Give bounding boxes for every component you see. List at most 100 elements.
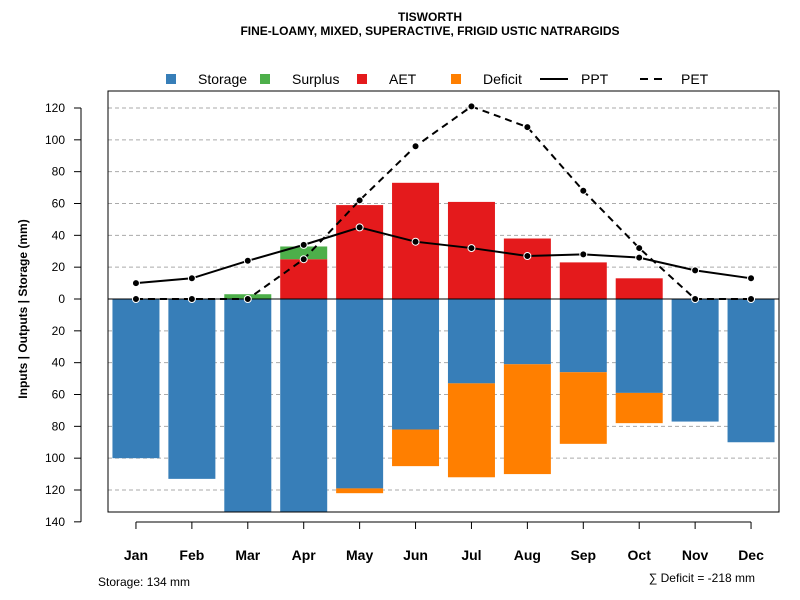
x-tick-label-feb: Feb bbox=[179, 547, 204, 563]
y-tick-label: 80 bbox=[52, 419, 66, 433]
pet-point-dec bbox=[747, 295, 756, 303]
storage-bar-dec bbox=[727, 299, 775, 443]
x-tick-label-jan: Jan bbox=[124, 547, 148, 563]
legend-item-deficit: Deficit bbox=[451, 71, 522, 87]
legend-item-aet: AET bbox=[357, 71, 417, 87]
y-tick-label: 0 bbox=[58, 292, 65, 306]
y-tick-label: 140 bbox=[45, 515, 65, 529]
ppt-point-nov bbox=[691, 266, 700, 275]
y-axis-label: Inputs | Outputs | Storage (mm) bbox=[16, 219, 30, 398]
pet-point-oct bbox=[635, 244, 644, 253]
y-tick-label: 60 bbox=[52, 196, 66, 210]
legend-swatch bbox=[166, 74, 176, 84]
lines bbox=[131, 102, 756, 303]
y-tick-label: 120 bbox=[45, 101, 65, 115]
plot-frame bbox=[107, 90, 780, 513]
storage-bar-nov bbox=[671, 299, 719, 422]
x-tick-label-nov: Nov bbox=[682, 547, 709, 563]
ppt-point-dec bbox=[747, 274, 756, 283]
x-tick-label-apr: Apr bbox=[292, 547, 317, 563]
chart-title: TISWORTH bbox=[398, 10, 462, 24]
storage-bar-jul bbox=[447, 299, 495, 384]
ppt-point-jan bbox=[131, 279, 140, 288]
storage-bar-apr bbox=[280, 299, 328, 513]
pet-line bbox=[135, 105, 752, 300]
ppt-point-apr bbox=[299, 240, 308, 249]
ppt-point-aug bbox=[523, 252, 532, 261]
pet-point-aug bbox=[523, 123, 532, 132]
legend-label: Surplus bbox=[292, 71, 339, 87]
bars bbox=[108, 182, 779, 513]
ppt-point-may bbox=[355, 223, 364, 232]
axes: 140 120 100 80 60 40 20 0 20 40 60 80 100 120 Jan Feb Ma… bbox=[45, 90, 780, 563]
legend-item-ppt: PPT bbox=[540, 71, 609, 87]
storage-bar-mar bbox=[224, 299, 272, 513]
aet-bar-aug bbox=[503, 238, 551, 299]
x-tick-label-dec: Dec bbox=[738, 547, 764, 563]
legend: Storage Surplus AET Deficit PPT PET bbox=[166, 71, 709, 87]
legend-label: PET bbox=[681, 71, 709, 87]
x-tick-label-jul: Jul bbox=[461, 547, 481, 563]
deficit-bar-jul bbox=[447, 383, 495, 478]
deficit-bar-oct bbox=[615, 392, 663, 424]
pet-point-nov bbox=[691, 295, 700, 303]
deficit-bar-jun bbox=[392, 429, 440, 467]
storage-bar-jan bbox=[112, 299, 160, 459]
legend-label: Deficit bbox=[483, 71, 522, 87]
legend-swatch bbox=[260, 74, 270, 84]
ppt-point-feb bbox=[187, 274, 196, 283]
storage-bar-jun bbox=[392, 299, 440, 430]
storage-bar-may bbox=[336, 299, 384, 489]
aet-bar-sep bbox=[559, 262, 607, 299]
deficit-bar-may bbox=[336, 488, 384, 494]
deficit-bar-aug bbox=[503, 364, 551, 475]
x-tick-label-jun: Jun bbox=[403, 547, 428, 563]
pet-point-sep bbox=[579, 186, 588, 195]
aet-bar-oct bbox=[615, 278, 663, 299]
legend-swatch bbox=[357, 74, 367, 84]
deficit-note: ∑ Deficit = -218 mm bbox=[649, 571, 755, 585]
ppt-point-jun bbox=[411, 237, 420, 246]
ppt-point-mar bbox=[243, 256, 252, 265]
pet-point-may bbox=[355, 196, 364, 205]
pet-point-feb bbox=[187, 295, 196, 303]
x-tick-label-oct: Oct bbox=[628, 547, 652, 563]
ppt-point-sep bbox=[579, 250, 588, 259]
legend-label: AET bbox=[389, 71, 417, 87]
legend-item-pet: PET bbox=[640, 71, 709, 87]
storage-bar-oct bbox=[615, 299, 663, 393]
ppt-point-oct bbox=[635, 253, 644, 262]
ppt-line bbox=[135, 226, 752, 285]
x-tick-label-sep: Sep bbox=[570, 547, 596, 563]
x-tick-label-aug: Aug bbox=[514, 547, 541, 563]
x-tick-label-may: May bbox=[346, 547, 373, 563]
y-tick-label: 20 bbox=[52, 324, 66, 338]
legend-label: Storage bbox=[198, 71, 247, 87]
storage-bar-feb bbox=[168, 299, 216, 479]
legend-label: PPT bbox=[581, 71, 609, 87]
legend-swatch bbox=[451, 74, 461, 84]
y-tick-label: 60 bbox=[52, 388, 66, 402]
chart-subtitle: FINE-LOAMY, MIXED, SUPERACTIVE, FRIGID U… bbox=[240, 24, 619, 38]
pet-point-mar bbox=[243, 295, 252, 303]
legend-item-storage: Storage bbox=[166, 71, 247, 87]
storage-bar-aug bbox=[503, 299, 551, 365]
y-tick-label: 120 bbox=[45, 483, 65, 497]
x-tick-label-mar: Mar bbox=[235, 547, 260, 563]
y-tick-label: 80 bbox=[52, 165, 66, 179]
ppt-point-jul bbox=[467, 244, 476, 253]
storage-bar-sep bbox=[559, 299, 607, 373]
aet-bar-may bbox=[336, 205, 384, 299]
pet-point-jul bbox=[467, 102, 476, 111]
pet-point-apr bbox=[299, 255, 308, 264]
pet-point-jan bbox=[131, 295, 140, 303]
aet-bar-apr bbox=[280, 259, 328, 299]
surplus-bar-apr bbox=[280, 246, 328, 260]
deficit-bar-sep bbox=[559, 372, 607, 444]
legend-item-surplus: Surplus bbox=[260, 71, 339, 87]
y-tick-label: 20 bbox=[52, 260, 66, 274]
pet-point-jun bbox=[411, 142, 420, 151]
y-tick-label: 40 bbox=[52, 356, 66, 370]
y-tick-label: 100 bbox=[45, 133, 65, 147]
